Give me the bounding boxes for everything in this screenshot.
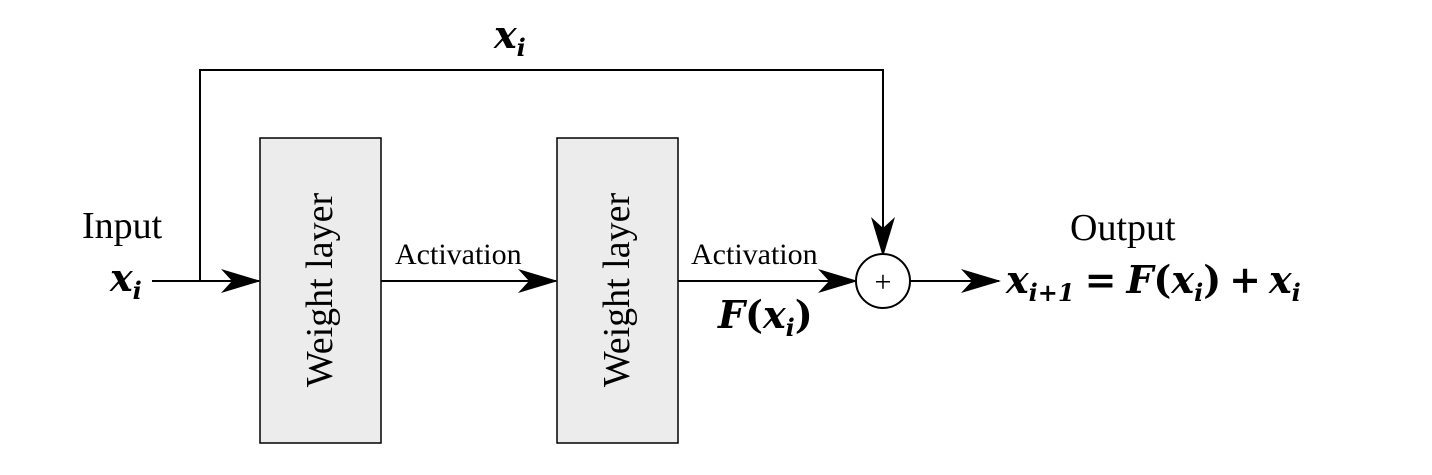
output-title: Output [1070,207,1176,249]
activation-1-label: Activation [395,238,522,271]
output-fn: F [1125,257,1156,302]
output-lparen: ( [1153,257,1171,302]
skip-connection-label: xi [493,12,526,62]
skip-sub: i [517,33,526,62]
output-add-sub: i [1292,278,1301,307]
residual-lparen: ( [745,292,763,337]
output-lhs-sub: i+1 [1029,278,1075,307]
residual-rparen: ) [795,292,813,337]
residual-function-label: F(xi) [717,292,813,342]
residual-sub: i [786,313,795,342]
skip-connection-line [199,69,895,281]
input-var-label: xi [109,255,142,305]
sum-node-symbol: + [875,266,892,299]
output-plus: + [1229,257,1261,302]
weight-layer-2-box [556,137,679,444]
residual-fn: F [717,292,748,337]
weight-layer-1-label: Weight layer [299,193,341,388]
output-arg-sub: i [1194,278,1203,307]
output-add-var: x [1268,257,1293,302]
output-eq: = [1085,257,1117,302]
output-equation: xi+1 = F(xi) + xi [1005,257,1301,307]
weight-layer-1-box [259,137,382,444]
output-arg-var: x [1170,257,1195,302]
residual-var: x [762,292,787,337]
output-rparen: ) [1203,257,1221,302]
weight-layer-2-label: Weight layer [596,193,638,388]
input-title: Input [82,205,163,247]
input-sub: i [133,276,142,305]
skip-var: x [493,12,518,57]
input-var: x [109,255,134,300]
activation-2-label: Activation [691,238,818,271]
output-lhs-var: x [1005,257,1030,302]
